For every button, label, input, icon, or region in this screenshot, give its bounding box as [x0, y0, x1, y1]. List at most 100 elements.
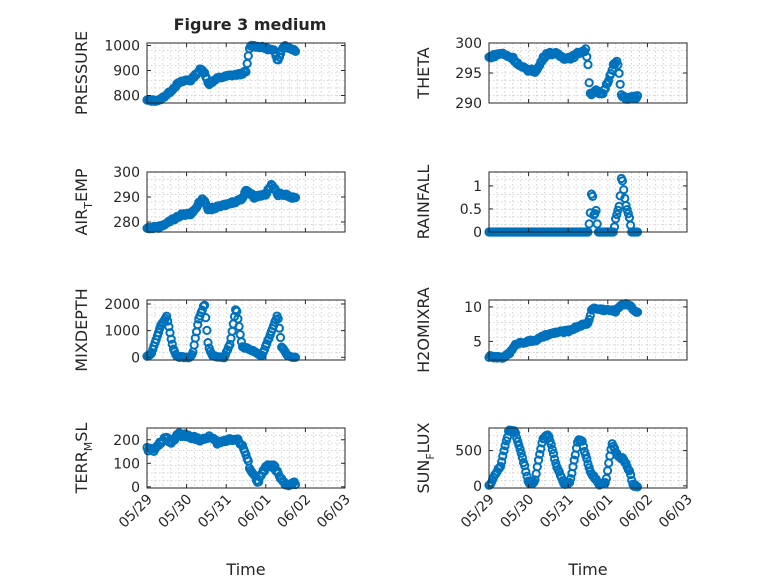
- data-point: [592, 219, 602, 229]
- data-point: [588, 191, 598, 201]
- data-points: [142, 428, 301, 491]
- data-point: [163, 316, 173, 326]
- data-point: [615, 79, 625, 89]
- x-tick-label: 06/03: [314, 492, 354, 532]
- data-point: [619, 185, 629, 195]
- data-point: [591, 205, 601, 216]
- data-point: [197, 305, 207, 315]
- data-point: [614, 68, 624, 78]
- x-tick-label: 05/30: [498, 492, 538, 532]
- y-tick-label: 1000: [104, 39, 140, 55]
- y-tick-label: 2000: [104, 297, 140, 313]
- x-axis-label: Time: [567, 560, 607, 579]
- y-tick-label: 0: [131, 480, 140, 496]
- data-point: [546, 440, 556, 450]
- data-point: [612, 209, 622, 220]
- data-points: [484, 173, 643, 237]
- y-tick-label: 1000: [104, 324, 140, 340]
- data-point: [275, 332, 286, 343]
- x-tick-label: 05/31: [537, 492, 577, 532]
- data-point: [582, 454, 592, 464]
- data-point: [583, 60, 593, 70]
- data-point: [613, 205, 623, 215]
- data-point: [164, 322, 174, 332]
- y-axis-label: PRESSURE: [72, 31, 91, 115]
- y-tick-label: 280: [113, 215, 140, 231]
- y-tick-label: 100: [113, 456, 140, 472]
- data-point: [290, 46, 301, 57]
- data-point: [495, 461, 506, 471]
- data-point: [497, 457, 507, 467]
- y-axis-label: MIXDEPTH: [72, 288, 91, 371]
- data-point: [578, 441, 589, 451]
- data-points: [142, 300, 301, 363]
- x-tick-label: 06/03: [656, 492, 696, 532]
- y-axis-label: THETA: [414, 47, 433, 99]
- data-points: [142, 179, 301, 234]
- data-point: [243, 51, 253, 61]
- data-point: [626, 469, 636, 480]
- x-tick-label: 06/01: [577, 492, 617, 532]
- data-point: [600, 478, 610, 488]
- subplot-7: 0 100 200 TERRMSL 05/29 05/30 05/31 06/01 06/02 0…: [72, 423, 354, 579]
- data-point: [604, 458, 614, 468]
- data-point: [290, 352, 301, 362]
- y-tick-label: 500: [455, 444, 482, 460]
- data-point: [584, 78, 594, 88]
- data-point: [533, 455, 544, 465]
- data-point: [632, 482, 643, 492]
- subplot-3: 280 290 300 AIRTEMP: [72, 165, 346, 236]
- data-point: [500, 441, 510, 451]
- x-tick-label: 06/02: [616, 492, 656, 532]
- x-tick-label: 06/01: [235, 492, 275, 532]
- y-tick-label: 290: [113, 190, 140, 206]
- data-point: [510, 428, 521, 438]
- y-tick-label: 300: [113, 165, 140, 181]
- data-point: [584, 314, 594, 325]
- data-point: [515, 444, 525, 454]
- data-point: [203, 338, 213, 348]
- data-point: [632, 91, 643, 101]
- data-points: [484, 425, 643, 492]
- y-tick-label: 0: [131, 350, 140, 366]
- x-tick-label: 05/31: [195, 492, 235, 532]
- chart-title: Figure 3 medium: [174, 15, 327, 34]
- data-point: [632, 307, 643, 317]
- x-tick-label: 05/29: [116, 492, 156, 532]
- subplot-8: 0 500 SUNFLUX 05/29 05/30 05/31 06/01 06/02 06/0…: [414, 422, 696, 579]
- y-tick-label: 800: [113, 89, 140, 105]
- subplot-2: 290 295 300 THETA: [414, 36, 688, 112]
- plot-frame: [146, 299, 346, 361]
- subplot-5: 0 1000 2000 MIXDEPTH: [72, 288, 346, 372]
- y-tick-label: 900: [113, 64, 140, 80]
- data-point: [274, 323, 284, 333]
- plot-frame: [488, 171, 688, 233]
- subplot-4: 0 0.5 1 RAINFALL: [414, 165, 688, 241]
- data-point: [617, 176, 628, 186]
- subplot-6: 5 10 H2OMIXRA: [414, 287, 688, 373]
- plot-frame: [488, 299, 688, 361]
- x-tick-label: 05/30: [156, 492, 196, 532]
- data-point: [566, 474, 576, 484]
- data-point: [167, 339, 177, 349]
- data-point: [202, 325, 212, 335]
- data-point: [535, 449, 545, 459]
- y-tick-label: 0: [473, 225, 482, 241]
- x-axis-label: Time: [225, 560, 265, 579]
- data-point: [290, 193, 301, 203]
- y-axis-label: H2OMIXRA: [414, 287, 433, 373]
- data-points: [484, 44, 643, 104]
- data-point: [621, 201, 631, 211]
- y-tick-label: 5: [473, 334, 482, 350]
- data-point: [521, 467, 531, 477]
- data-point: [514, 440, 524, 450]
- y-tick-label: 10: [464, 300, 482, 316]
- x-tick-label: 05/29: [458, 492, 498, 532]
- data-point: [613, 60, 623, 70]
- data-point: [162, 311, 172, 321]
- data-point: [577, 436, 587, 446]
- y-tick-label: 0.5: [460, 202, 482, 218]
- data-point: [516, 448, 526, 458]
